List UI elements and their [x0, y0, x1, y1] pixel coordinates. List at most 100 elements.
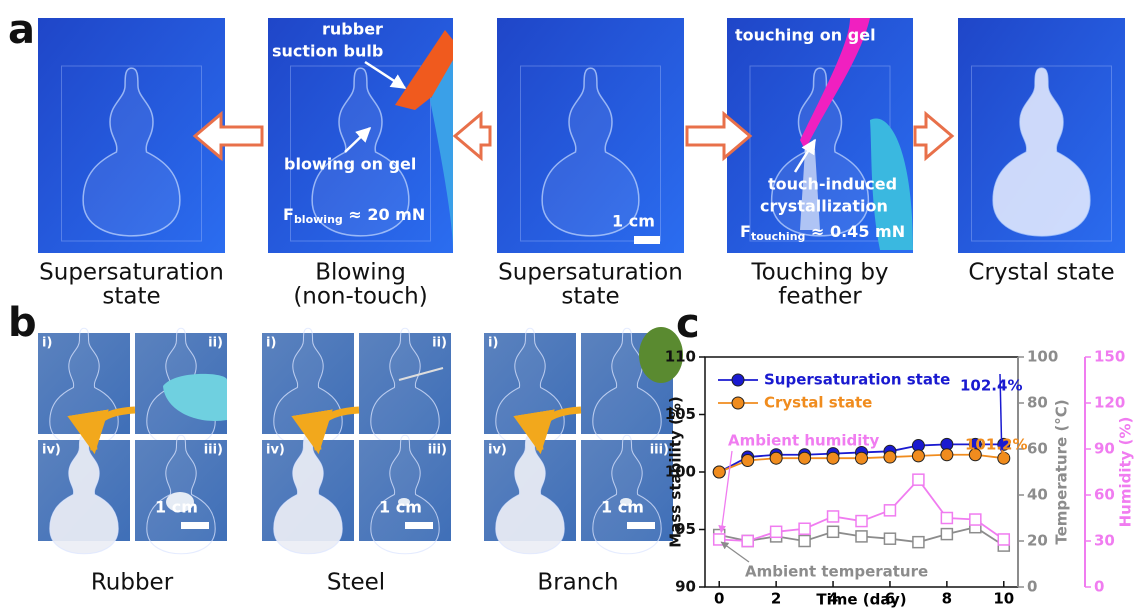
marker	[713, 466, 725, 478]
caption: Blowing	[315, 260, 406, 286]
series-annotation: Ambient humidity	[728, 432, 880, 450]
scale-bar	[181, 522, 209, 529]
y3-tick-label: 60	[1094, 486, 1115, 504]
marker	[912, 450, 924, 462]
annotation: touch-induced	[768, 175, 897, 194]
annotation: crystallization	[760, 197, 888, 216]
value-label: 102.4%	[960, 377, 1022, 395]
marker	[913, 537, 924, 548]
legend-label: Crystal state	[764, 394, 872, 412]
y3-axis-title: Humidity (%)	[1117, 417, 1135, 528]
marker	[970, 514, 981, 525]
marker	[828, 526, 839, 537]
caption: feather	[778, 284, 862, 310]
subpanel-label: i)	[42, 336, 52, 351]
y3-tick-label: 0	[1094, 578, 1104, 596]
scale-label: 1 cm	[601, 498, 644, 517]
subpanel-label: iv)	[488, 443, 507, 458]
marker	[799, 523, 810, 534]
y3-tick-label: 150	[1094, 348, 1125, 366]
panel-label: c	[676, 301, 700, 347]
y2-tick-label: 40	[1027, 486, 1048, 504]
figure: aSupersaturationstateBlowing(non-touch)S…	[0, 0, 1137, 609]
scale-bar	[405, 522, 433, 529]
caption: Rubber	[91, 570, 174, 596]
marker	[770, 452, 782, 464]
y-tick-label: 90	[675, 578, 696, 596]
scale-label: 1 cm	[379, 498, 422, 517]
marker	[771, 526, 782, 537]
subpanel-label: iv)	[266, 443, 285, 458]
subpanel-label: iii)	[204, 443, 223, 458]
marker	[828, 511, 839, 522]
force-value: ≈ 20 mN	[343, 205, 425, 224]
scale-label: 1 cm	[612, 212, 655, 231]
scale-bar	[634, 236, 660, 244]
scale-label: 1 cm	[155, 498, 198, 517]
caption: Touching by	[750, 260, 888, 286]
annotation: rubber	[322, 20, 383, 39]
process-arrow	[455, 114, 490, 158]
x-axis-title: Time (day)	[816, 591, 906, 609]
x-tick-label: 10	[993, 590, 1014, 608]
subpanel-label: iii)	[428, 443, 447, 458]
marker	[856, 516, 867, 527]
subpanel-label: iv)	[42, 443, 61, 458]
marker	[941, 529, 952, 540]
marker	[799, 536, 810, 547]
marker	[884, 533, 895, 544]
caption: Supersaturation	[39, 260, 224, 286]
legend-marker	[732, 374, 744, 386]
y3-tick-label: 90	[1094, 440, 1115, 458]
force-subscript: blowing	[294, 213, 343, 226]
annotation-arrow	[721, 451, 732, 532]
panel-label: b	[8, 300, 37, 346]
subpanel-label: i)	[488, 336, 498, 351]
y2-tick-label: 20	[1027, 532, 1048, 550]
y2-tick-label: 0	[1027, 578, 1037, 596]
marker	[742, 536, 753, 547]
force-symbol: F	[740, 222, 751, 241]
subpanel-label: i)	[266, 336, 276, 351]
force-subscript: touching	[751, 230, 805, 243]
y-tick-label: 110	[665, 348, 696, 366]
caption: Branch	[537, 570, 618, 596]
marker	[941, 449, 953, 461]
panel-label: a	[8, 7, 35, 53]
y2-tick-label: 100	[1027, 348, 1058, 366]
legend-marker	[732, 397, 744, 409]
annotation: touching on gel	[735, 26, 876, 45]
caption: (non-touch)	[293, 284, 427, 310]
annotation: suction bulb	[272, 42, 383, 61]
marker	[941, 513, 952, 524]
y2-axis-title: Temperature (°C)	[1053, 399, 1071, 544]
y2-tick-label: 60	[1027, 440, 1048, 458]
series-annotation: Ambient temperature	[745, 563, 928, 581]
caption: Steel	[327, 570, 385, 596]
x-tick-label: 8	[942, 590, 952, 608]
y3-tick-label: 120	[1094, 394, 1125, 412]
x-tick-label: 0	[714, 590, 724, 608]
y-axis-title: Mass stability (%)	[667, 396, 685, 547]
subpanel-label: ii)	[432, 336, 447, 351]
caption: state	[102, 284, 160, 310]
marker	[799, 452, 811, 464]
annotation: blowing on gel	[284, 155, 416, 174]
force-symbol: F	[283, 205, 294, 224]
value-label: 101.2%	[965, 436, 1027, 454]
marker	[884, 451, 896, 463]
caption: Supersaturation	[498, 260, 683, 286]
subpanel-label: ii)	[208, 336, 223, 351]
marker	[742, 455, 754, 467]
y2-tick-label: 80	[1027, 394, 1048, 412]
x-tick-label: 2	[771, 590, 781, 608]
process-arrow	[915, 114, 952, 158]
scale-bar	[627, 522, 655, 529]
caption: state	[561, 284, 619, 310]
force-value: ≈ 0.45 mN	[805, 222, 905, 241]
marker	[998, 534, 1009, 545]
y3-tick-label: 30	[1094, 532, 1115, 550]
marker	[913, 474, 924, 485]
marker	[856, 452, 868, 464]
caption: Crystal state	[968, 260, 1114, 286]
